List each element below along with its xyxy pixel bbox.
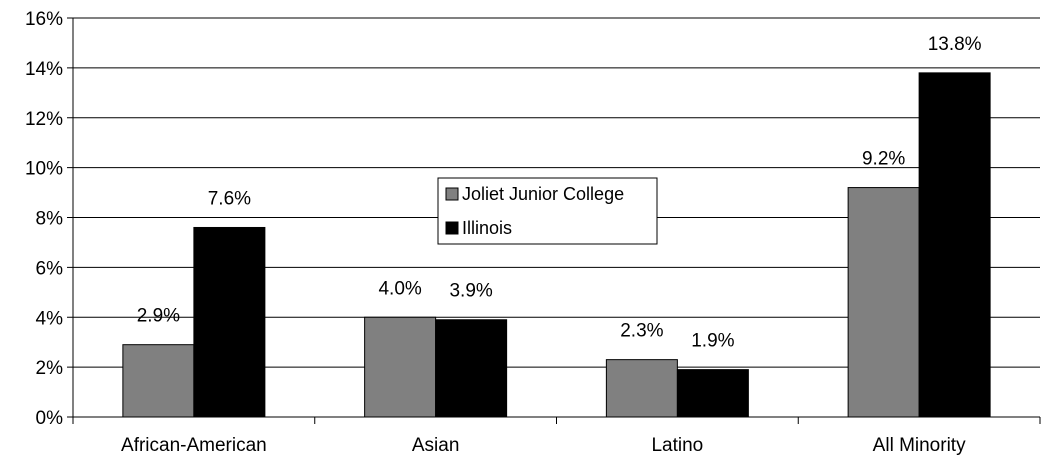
data-labels: 2.9% 7.6% 4.0% 3.9% 2.3% 1.9% 9.2% 13.8% (137, 34, 982, 352)
y-tick-label: 12% (25, 109, 63, 130)
data-label: 2.3% (620, 321, 663, 342)
bar-joliet-all-minority (847, 187, 920, 418)
y-tick-label: 8% (36, 209, 64, 230)
bars (122, 72, 991, 418)
x-category-label: All Minority (873, 435, 966, 456)
legend-box (437, 177, 658, 245)
bar-illinois-african-american (193, 226, 266, 418)
bar-joliet-latino (605, 359, 678, 418)
data-label: 4.0% (378, 278, 421, 299)
bar-illinois-asian (435, 319, 508, 418)
y-tick-label: 6% (36, 258, 64, 279)
bar-illinois-latino (676, 369, 749, 418)
data-label: 2.9% (137, 306, 180, 327)
y-tick-label: 2% (36, 358, 64, 379)
legend-label: Illinois (462, 218, 512, 238)
y-tick-label: 0% (36, 408, 64, 429)
y-tick-label: 4% (36, 308, 64, 329)
x-axis-category-labels: African-American Asian Latino All Minority (121, 435, 966, 456)
legend-swatch (445, 221, 459, 235)
legend: Joliet Junior College Illinois (437, 177, 658, 245)
legend-swatch (445, 187, 459, 201)
x-category-label: Asian (412, 435, 460, 456)
y-axis-ticks: 0% 2% 4% 6% 8% 10% 12% 14% 16% (25, 9, 73, 429)
data-label: 3.9% (449, 281, 492, 302)
data-label: 7.6% (208, 188, 251, 209)
bar-illinois-all-minority (918, 72, 991, 418)
data-label: 9.2% (862, 149, 905, 170)
y-tick-label: 10% (25, 159, 63, 180)
bar-joliet-asian (364, 316, 437, 418)
data-label: 13.8% (928, 34, 982, 55)
x-category-label: African-American (121, 435, 267, 456)
x-category-label: Latino (651, 435, 703, 456)
data-label: 1.9% (691, 331, 734, 352)
y-tick-label: 16% (25, 9, 63, 30)
legend-label: Joliet Junior College (462, 184, 624, 204)
y-tick-label: 14% (25, 59, 63, 80)
bar-joliet-african-american (122, 344, 195, 418)
